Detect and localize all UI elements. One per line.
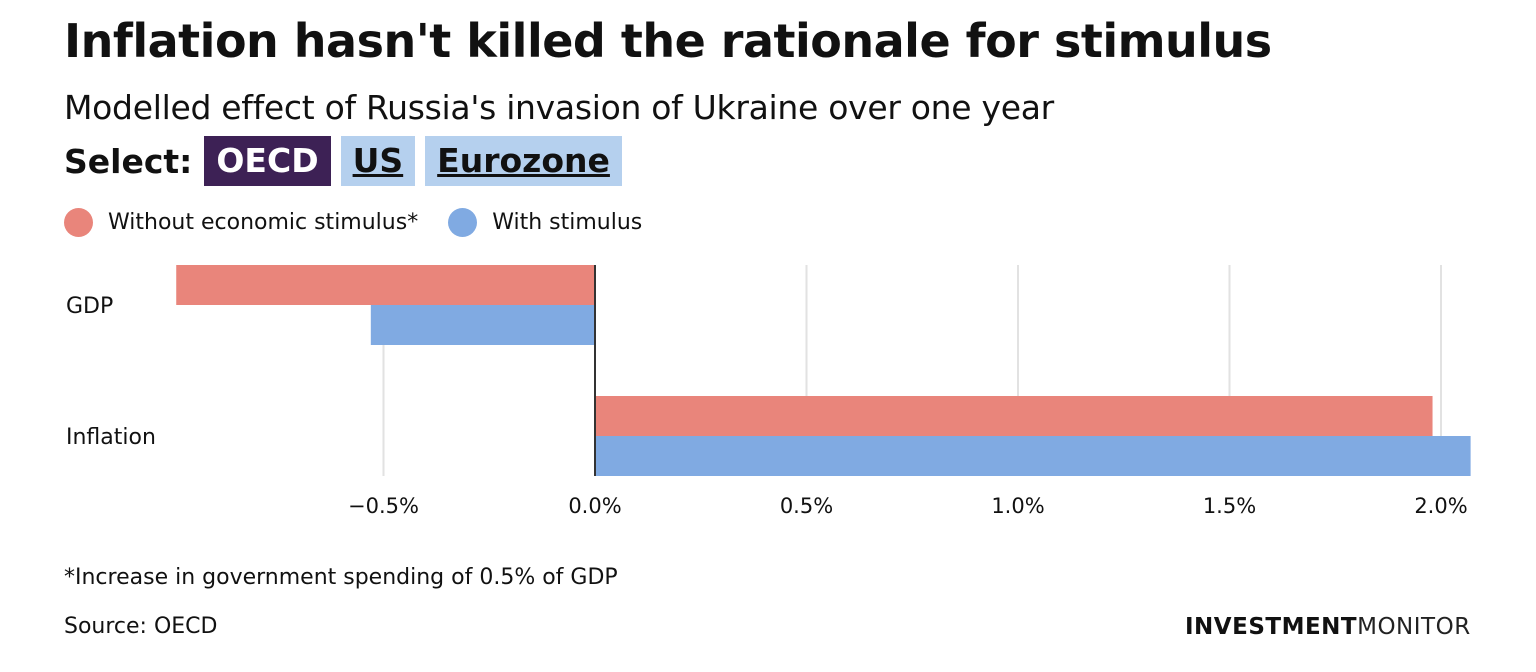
investment-monitor-logo: INVESTMENTMONITOR: [1185, 614, 1471, 640]
x-tick-label: 0.0%: [568, 494, 621, 518]
select-label: Select:: [64, 141, 193, 181]
x-tick-label: 0.5%: [780, 494, 833, 518]
bar-inflation-without: [595, 396, 1433, 436]
category-label: GDP: [66, 294, 113, 319]
category-label: Inflation: [66, 425, 156, 450]
legend-swatch-with: [448, 208, 478, 237]
x-tick-label: −0.5%: [348, 494, 419, 518]
chart-subtitle: Modelled effect of Russia's invasion of …: [64, 88, 1054, 127]
legend-label-without: Without economic stimulus*: [108, 210, 419, 235]
x-tick-label: 1.0%: [991, 494, 1044, 518]
bar-gdp-without: [176, 265, 596, 305]
select-us-button[interactable]: US: [340, 136, 416, 186]
x-tick-label: 1.5%: [1203, 494, 1256, 518]
x-tick-label: 2.0%: [1414, 494, 1467, 518]
select-oecd-button[interactable]: OECD: [204, 136, 331, 186]
source: Source: OECD: [64, 614, 218, 639]
legend-label-with: With stimulus: [492, 210, 643, 235]
bar-gdp-with: [370, 305, 595, 345]
legend-item-without: Without economic stimulus*: [64, 208, 418, 237]
bar-inflation-with: [595, 436, 1471, 476]
footnote: *Increase in government spending of 0.5%…: [64, 565, 618, 590]
legend: Without economic stimulus* With stimulus: [64, 208, 672, 237]
legend-item-with: With stimulus: [448, 208, 642, 237]
logo-light: MONITOR: [1357, 614, 1471, 640]
legend-swatch-without: [64, 208, 93, 237]
chart-title: Inflation hasn't killed the rationale fo…: [64, 14, 1272, 68]
region-selector: Select: OECD US Eurozone: [64, 136, 632, 186]
logo-bold: INVESTMENT: [1185, 614, 1358, 640]
select-eurozone-button[interactable]: Eurozone: [425, 136, 622, 186]
